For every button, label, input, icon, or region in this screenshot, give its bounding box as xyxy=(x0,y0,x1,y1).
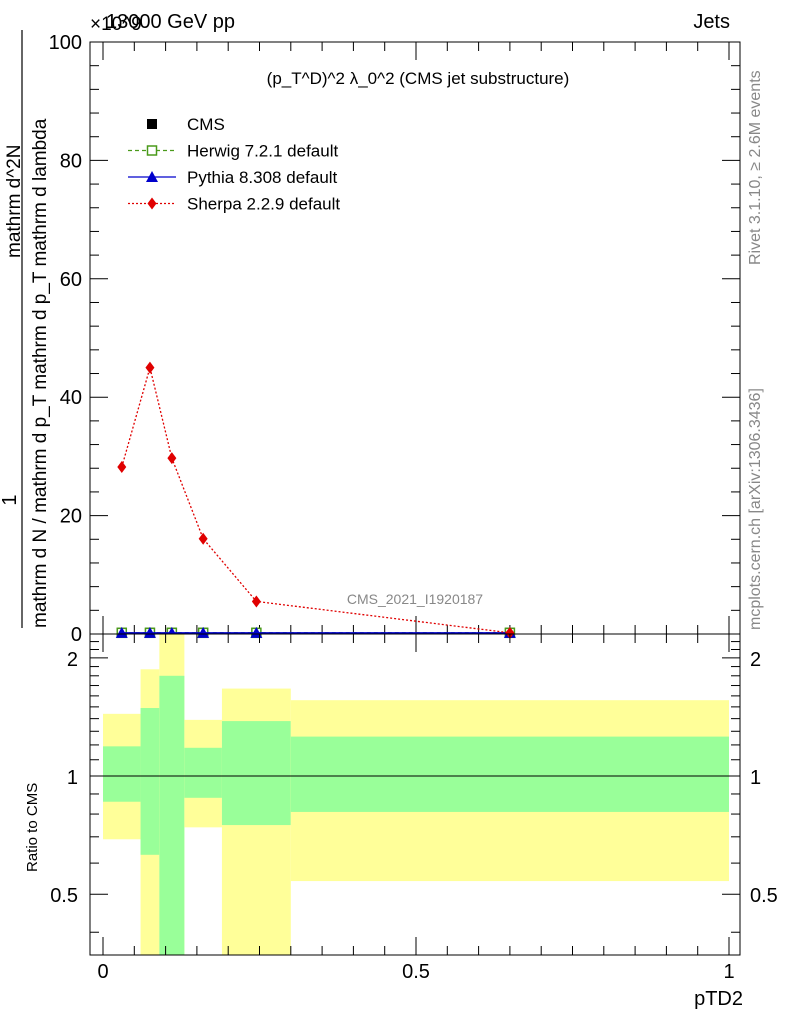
main-y-axis-label: 1 mathrm d N / mathrm d p_T mathrm d p_T… xyxy=(0,30,51,628)
rivet-version-label: Rivet 3.1.10, ≥ 2.6M events xyxy=(747,70,764,265)
sherpa-point xyxy=(251,595,261,608)
ratio-y-tick-label-right: 0.5 xyxy=(750,885,778,907)
sherpa-point xyxy=(198,532,208,545)
ratio-y-tick-label: 1 xyxy=(67,767,78,789)
multiplier-label: ×10^9 xyxy=(90,14,142,35)
ylabel-denominator: mathrm d N / mathrm d p_T mathrm d p_T m… xyxy=(30,118,51,628)
ratio-green-band xyxy=(103,746,141,802)
ratio-green-band xyxy=(159,675,185,955)
ratio-green-band xyxy=(140,708,160,855)
energy-label: 13000 GeV pp xyxy=(106,11,235,33)
legend-entry: Herwig 7.2.1 default xyxy=(128,142,338,161)
main-series-layer xyxy=(115,361,516,639)
sherpa-point xyxy=(117,461,127,474)
ratio-y-tick-label-right: 1 xyxy=(750,767,761,789)
legend-label: Herwig 7.2.1 default xyxy=(187,142,338,161)
legend-entry: Pythia 8.308 default xyxy=(128,168,338,187)
ratio-green-band xyxy=(184,747,222,798)
pythia-point xyxy=(146,171,158,182)
legend-entry: Sherpa 2.2.9 default xyxy=(128,195,340,214)
y-tick-label: 60 xyxy=(60,269,82,291)
ratio-y-tick-label: 0.5 xyxy=(50,885,78,907)
legend-entry: CMS xyxy=(147,115,225,134)
pythia-point xyxy=(197,626,210,638)
main-panel: 0 20 40 60 80 100 CMS_2021_I1920187 (p_T^D)^2… xyxy=(49,32,741,646)
mcplots-label: mcplots.cern.ch [arXiv:1306.3436] xyxy=(747,388,764,630)
legend: CMS Herwig 7.2.1 default Pythia 8.308 defa… xyxy=(128,115,340,214)
x-tick-label: 0 xyxy=(97,961,108,983)
x-tick-label: 0.5 xyxy=(402,961,430,983)
main-axis-ticks: 0 20 40 60 80 100 xyxy=(49,32,740,646)
ratio-green-band xyxy=(290,736,729,812)
ratio-panel: 0.5 0.5 1 1 2 2 0 0.5 1 Ratio to CMS pTD2 xyxy=(24,633,778,1010)
ratio-axis-ticks: 0.5 0.5 1 1 2 2 0 0.5 1 xyxy=(50,634,778,983)
cms-data-point xyxy=(147,119,157,129)
y-tick-label: 80 xyxy=(60,150,82,172)
process-label: Jets xyxy=(693,11,730,33)
pythia-point xyxy=(143,626,156,638)
y-tick-label: 0 xyxy=(71,624,82,646)
x-tick-label: 1 xyxy=(723,961,734,983)
legend-label: Pythia 8.308 default xyxy=(187,168,338,187)
ylabel-numerator: 1 xyxy=(0,494,21,505)
ylabel-top: mathrm d^2N xyxy=(4,145,25,258)
sherpa-point xyxy=(167,452,177,465)
legend-label: CMS xyxy=(187,115,225,134)
ratio-y-tick-label-right: 2 xyxy=(750,649,761,671)
ratio-bands xyxy=(103,634,729,955)
sherpa-point xyxy=(145,361,155,374)
y-tick-label: 40 xyxy=(60,387,82,409)
legend-label: Sherpa 2.2.9 default xyxy=(187,195,340,214)
sherpa-point xyxy=(147,197,157,210)
sherpa-point xyxy=(505,626,515,639)
pythia-point xyxy=(115,626,128,638)
ratio-frame xyxy=(89,633,741,956)
herwig-point xyxy=(146,145,158,156)
y-tick-label: 100 xyxy=(49,32,82,54)
ratio-y-label: Ratio to CMS xyxy=(24,783,41,872)
ratio-y-tick-label: 2 xyxy=(67,649,78,671)
analysis-watermark: CMS_2021_I1920187 xyxy=(347,591,483,607)
series-diamond xyxy=(117,361,515,639)
x-axis-label: pTD2 xyxy=(694,988,743,1010)
y-tick-label: 20 xyxy=(60,506,82,528)
ratio-green-band xyxy=(221,721,291,826)
plot-title: (p_T^D)^2 λ_0^2 (CMS jet substructure) xyxy=(267,69,570,88)
